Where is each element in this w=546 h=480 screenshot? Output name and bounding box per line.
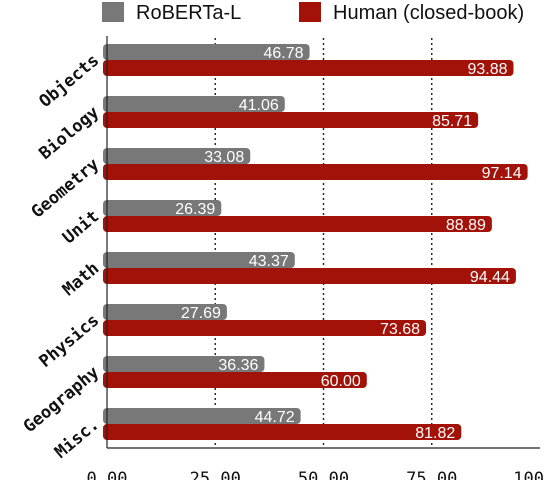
bar-roberta [103,252,295,268]
x-tick-label: 50.00 [298,469,349,480]
bar-roberta [103,408,301,424]
bar-roberta [103,356,265,372]
data-label: 94.44 [470,269,510,286]
bar-human [103,216,492,232]
legend-swatch-roberta [102,2,124,22]
legend-label-human: Human (closed-book) [333,2,524,24]
bar-roberta [103,200,222,216]
data-label: 41.06 [239,97,279,114]
bar-human [103,164,528,180]
data-label: 81.82 [415,425,455,442]
category-label: Math [59,259,103,301]
data-label: 88.89 [446,217,486,234]
legend: RoBERTa-L Human (closed-book) [102,2,524,24]
category-label: Objects [35,51,103,112]
bar-human [103,372,367,388]
category-label: Misc. [51,415,103,463]
bar-roberta [103,148,251,164]
bar-human [103,268,516,284]
data-label: 85.71 [432,113,472,130]
bar-roberta [103,44,310,60]
data-label: 26.39 [175,201,215,218]
legend-swatch-human [299,2,321,22]
data-label: 44.72 [255,409,295,426]
data-label: 36.36 [218,357,258,374]
bar-human [103,112,479,128]
x-tick-label: 75.00 [406,469,457,480]
data-label: 97.14 [482,165,522,182]
category-labels: ObjectsBiologyGeometryUnitMathPhysicsGeo… [20,51,103,463]
data-label: 73.68 [380,321,420,338]
category-label: Unit [59,207,103,249]
legend-label-roberta: RoBERTa-L [136,2,241,24]
category-label: Biology [35,103,103,164]
plot-frame [106,36,540,449]
data-label: 60.00 [321,373,361,390]
data-label: 46.78 [264,45,304,62]
bar-human [103,60,514,76]
bars: 46.78 93.88 41.06 85.71 33.08 97.14 26.39 88.89… [103,44,528,442]
bar-roberta [103,96,285,112]
x-tick-labels: 0.00 25.00 50.00 75.00 100 [87,469,544,480]
x-tick-label: 100 [513,469,544,480]
bar-roberta [103,304,227,320]
data-label: 27.69 [181,305,221,322]
category-label: Physics [35,311,103,372]
x-tick-label: 25.00 [190,469,241,480]
data-label: 93.88 [467,61,507,78]
data-label: 33.08 [204,149,244,166]
data-label: 43.37 [249,253,289,270]
x-tick-label: 0.00 [87,469,128,480]
bar-human [103,424,462,440]
bar-human [103,320,427,336]
